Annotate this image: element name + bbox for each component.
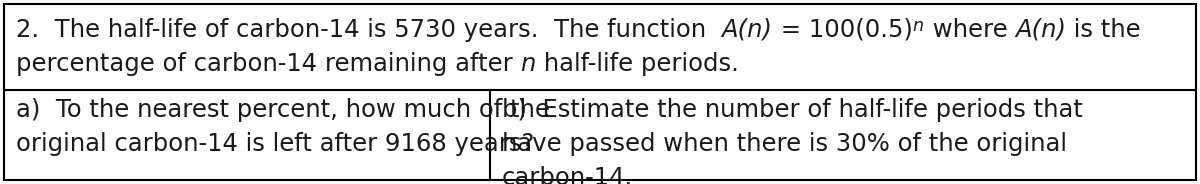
Text: have passed when there is 30% of the original: have passed when there is 30% of the ori… (502, 132, 1067, 156)
Text: A(n): A(n) (1015, 18, 1066, 42)
Text: carbon-14.: carbon-14. (502, 166, 634, 184)
Text: a)  To the nearest percent, how much of the: a) To the nearest percent, how much of t… (16, 98, 550, 122)
Text: b)  Estimate the number of half-life periods that: b) Estimate the number of half-life peri… (502, 98, 1082, 122)
Text: n: n (521, 52, 536, 76)
Text: original carbon-14 is left after 9168 years?: original carbon-14 is left after 9168 ye… (16, 132, 534, 156)
Text: half-life periods.: half-life periods. (536, 52, 739, 76)
Text: n: n (912, 17, 924, 35)
Text: 2.  The half-life of carbon-14 is 5730 years.  The function: 2. The half-life of carbon-14 is 5730 ye… (16, 18, 721, 42)
Text: where: where (925, 18, 1015, 42)
Text: = 100(0.5): = 100(0.5) (773, 18, 912, 42)
Text: is the: is the (1066, 18, 1141, 42)
Text: A(n): A(n) (721, 18, 773, 42)
Text: percentage of carbon-14 remaining after: percentage of carbon-14 remaining after (16, 52, 521, 76)
